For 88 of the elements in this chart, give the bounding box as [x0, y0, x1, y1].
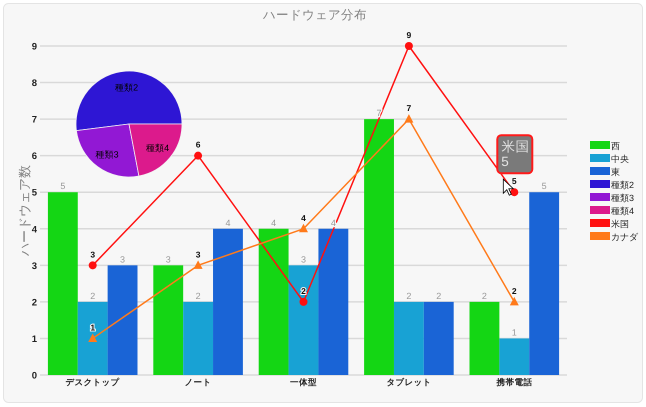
y-tick-label: 7: [32, 114, 37, 126]
data-label: 6: [196, 140, 201, 150]
point: [88, 261, 97, 270]
data-label: 7: [406, 103, 412, 114]
slice-label: 種類3: [96, 150, 119, 160]
bar: [258, 228, 289, 375]
bar: [318, 228, 348, 375]
point: [300, 298, 308, 306]
point: [510, 296, 519, 306]
bar: [78, 302, 108, 375]
legend-item: 東: [590, 167, 620, 177]
legend-item: 米国: [590, 219, 629, 229]
data-label: 5: [60, 181, 66, 192]
data-label: 2: [436, 290, 442, 301]
bar: [213, 228, 243, 375]
data-label: 3: [166, 254, 171, 264]
bar: [499, 338, 530, 375]
annotation: 米国 5: [496, 134, 534, 174]
data-label: 3: [300, 254, 306, 264]
legend-item: 中央: [590, 154, 629, 164]
bar: [470, 302, 500, 375]
bar: [153, 265, 184, 375]
legend-item: 西: [590, 141, 620, 151]
x-tick-label: デスクトップ: [66, 377, 121, 387]
legend-label: カナダ: [611, 232, 639, 242]
data-label: 2: [90, 290, 96, 301]
point: [510, 188, 518, 196]
y-tick-label: 5: [32, 188, 38, 199]
data-label: 3: [196, 249, 201, 260]
legend-label: 米国: [611, 219, 629, 229]
y-axis-title: ハードウェア数: [17, 165, 32, 257]
data-label: 4: [330, 218, 336, 228]
bar: [364, 119, 394, 375]
slice-label: 種類2: [115, 82, 138, 92]
point: [194, 260, 203, 269]
y-tick-label: 4: [32, 224, 38, 236]
data-label: 9: [406, 30, 412, 40]
data-label: 2: [482, 290, 487, 301]
legend-item: 種類3: [590, 193, 634, 203]
legend-item: 種類2: [590, 180, 634, 190]
data-label: 3: [90, 249, 96, 260]
point: [88, 333, 98, 342]
x-tick-label: ノート: [184, 377, 212, 387]
y-tick-label: 6: [32, 151, 37, 162]
point: [404, 42, 413, 50]
point: [299, 224, 308, 232]
data-label: 4: [301, 212, 306, 223]
legend-label: 種類2: [611, 180, 634, 190]
data-label: 1: [90, 322, 96, 332]
legend-label: 西: [611, 141, 620, 151]
legend-label: 種類3: [611, 193, 634, 203]
data-label: 7: [376, 108, 382, 118]
legend-item: カナダ: [590, 232, 638, 242]
data-label: 5: [512, 176, 517, 186]
y-tick-label: 3: [32, 260, 37, 272]
bar: [394, 302, 424, 375]
bar: [529, 192, 560, 375]
point: [194, 152, 202, 160]
point: [404, 114, 414, 123]
y-tick-label: 9: [32, 42, 37, 52]
data-label: 1: [512, 327, 517, 338]
legend-label: 中央: [611, 154, 629, 164]
bar: [424, 302, 454, 375]
data-label: 4: [225, 218, 230, 228]
y-tick-label: 1: [32, 334, 38, 345]
bar: [183, 302, 214, 375]
y-tick-label: 8: [32, 78, 37, 90]
y-tick-label: 2: [32, 297, 37, 308]
data-label: 2: [406, 290, 412, 301]
x-tick-label: タブレット: [386, 377, 432, 387]
slice-label: 種類4: [146, 143, 170, 154]
data-label: 2: [512, 286, 517, 296]
annotation: 米国 5: [501, 139, 530, 170]
bar: [108, 265, 138, 375]
chart-title: ハードウェア分布: [262, 8, 367, 22]
x-tick-label: 一体型: [290, 377, 317, 387]
data-label: 3: [120, 254, 126, 264]
bar: [288, 265, 318, 375]
data-label: 4: [271, 218, 276, 228]
bar: [48, 192, 78, 375]
y-tick-label: 0: [32, 370, 37, 382]
x-tick-label: 携帯電話: [495, 377, 532, 387]
data-label: 2: [301, 286, 306, 296]
legend-label: 東: [611, 167, 620, 177]
data-label: 2: [196, 290, 201, 301]
legend-item: 種類4: [590, 206, 634, 216]
legend-label: 種類4: [611, 206, 634, 216]
data-label: 5: [542, 181, 547, 192]
